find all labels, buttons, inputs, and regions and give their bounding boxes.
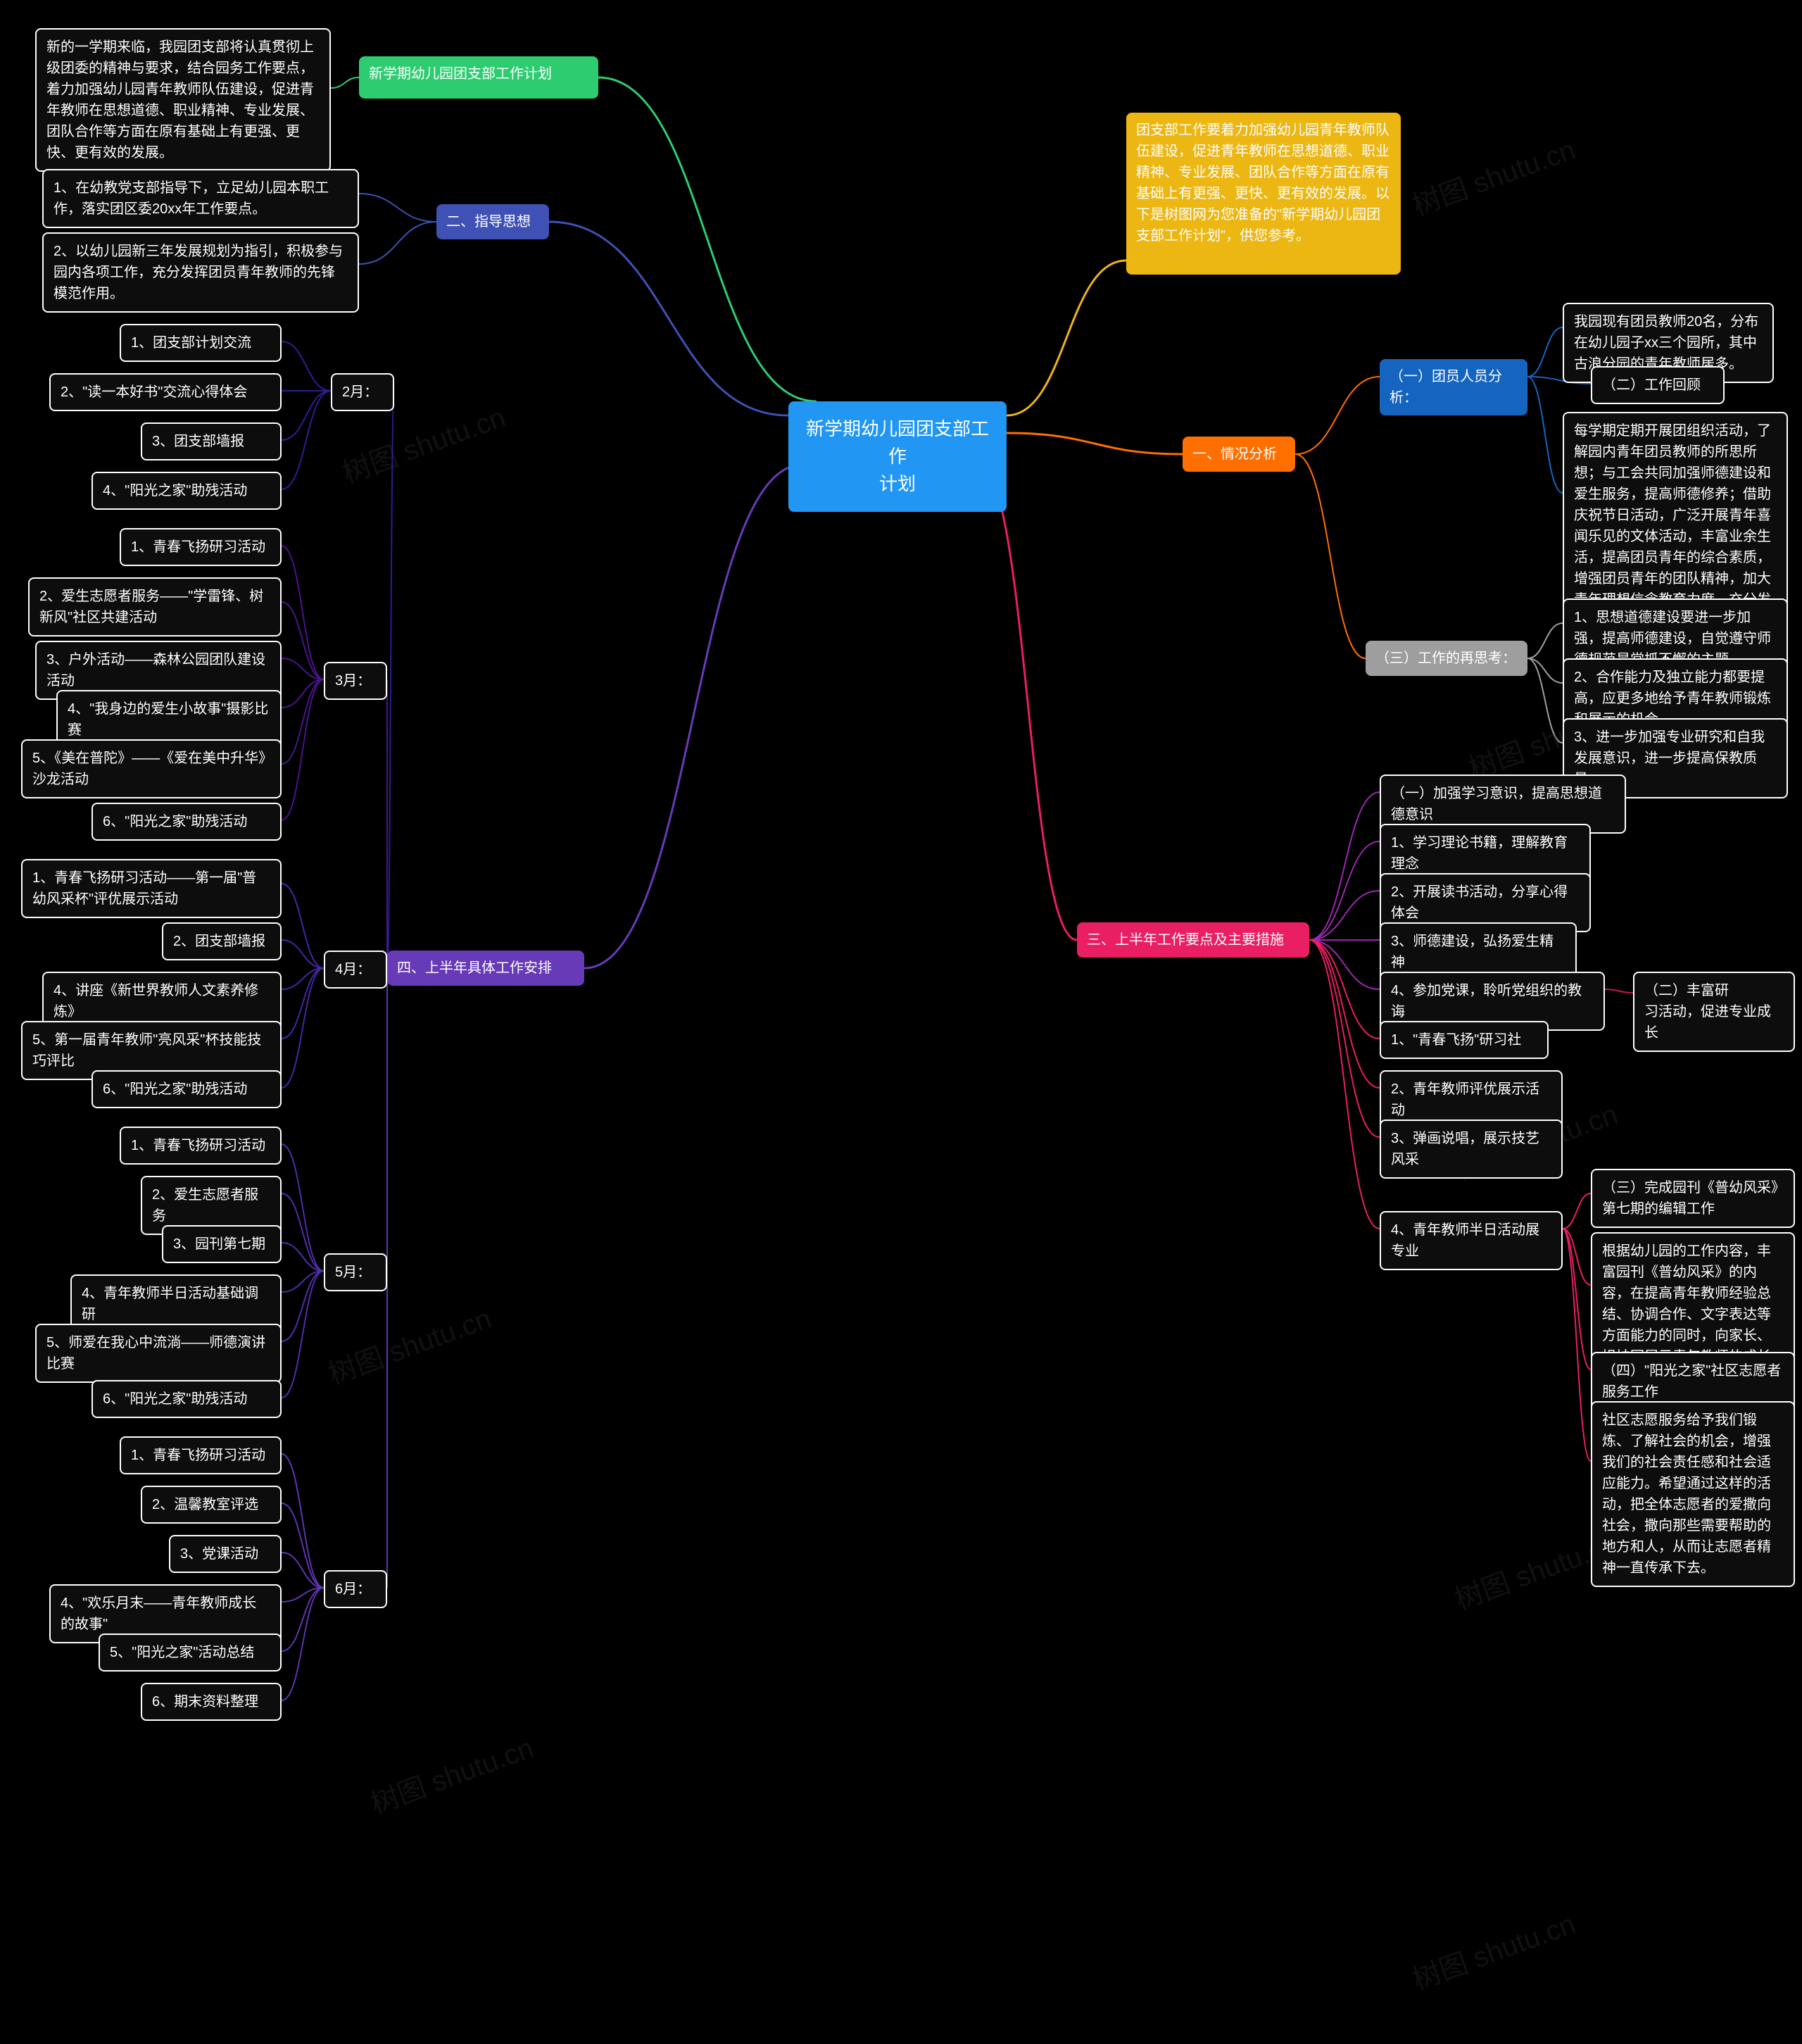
watermark: 树图 shutu.cn — [364, 1725, 538, 1822]
leaf: 3、弹画说唱，展示技艺风采 — [1380, 1120, 1563, 1179]
green-title: 新学期幼儿园团支部工作计划 — [359, 56, 598, 99]
leaf: 5月： — [324, 1253, 387, 1291]
leaf: 6、"阳光之家"助残活动 — [92, 1380, 282, 1418]
leaf: 社区志愿服务给予我们锻炼、了解社会的机会，增强我们的社会责任感和社会适应能力。希… — [1591, 1401, 1795, 1587]
leaf: （二）工作回顾 — [1591, 366, 1725, 404]
leaf: 2月： — [331, 373, 394, 411]
leaf: 4、"阳光之家"助残活动 — [92, 472, 282, 510]
watermark: 树图 shutu.cn — [1406, 127, 1580, 223]
leaf: 6、"阳光之家"助残活动 — [92, 803, 282, 841]
leaf: 2、温馨教室评选 — [141, 1486, 282, 1524]
mindmap-stage: 树图 shutu.cn 树图 shutu.cn 树图 shutu.cn 树图 shut… — [0, 0, 1802, 2044]
leaf: 1、青春飞扬研习活动 — [120, 528, 282, 566]
leaf: 6、期末资料整理 — [141, 1683, 282, 1721]
watermark: 树图 shutu.cn — [1406, 1901, 1580, 1998]
leaf: （三）完成园刊《普幼风采》第七期的编辑工作 — [1591, 1169, 1795, 1228]
leaf: 3、园刊第七期 — [162, 1225, 282, 1263]
section1: 一、情况分析 — [1183, 437, 1295, 472]
root-node: 新学期幼儿园团支部工作 计划 — [788, 401, 1007, 512]
leaf: 1、"青春飞扬"研习社 — [1380, 1021, 1549, 1059]
leaf: 4月： — [324, 951, 387, 989]
leaf: 5、《美在普陀》——《爱在美中升华》沙龙活动 — [21, 739, 282, 798]
leaf: 5、师爱在我心中流淌——师德演讲比赛 — [35, 1324, 282, 1383]
sec1-a: （一）团员人员分析： — [1380, 359, 1527, 415]
leaf: 2、"读一本好书"交流心得体会 — [49, 373, 282, 411]
leaf: 1、青春飞扬研习活动 — [120, 1127, 282, 1165]
leaf: 2、爱生志愿者服务——"学雷锋、树新风"社区共建活动 — [28, 577, 282, 637]
leaf: 5、"阳光之家"活动总结 — [99, 1634, 282, 1672]
leaf: 3、党课活动 — [169, 1535, 282, 1573]
leaf: 1、青春飞扬研习活动——第一届"普幼风采杯"评优展示活动 — [21, 859, 282, 918]
leaf: 3月： — [324, 662, 387, 700]
leaf: 6月： — [324, 1570, 387, 1608]
section2: 二、指导思想 — [436, 204, 549, 239]
leaf: 新的一学期来临，我园团支部将认真贯彻上级团委的精神与要求，结合园务工作要点，着力… — [35, 28, 331, 172]
leaf: 4、青年教师半日活动展专业 — [1380, 1211, 1563, 1270]
leaf: 3、团支部墙报 — [141, 422, 282, 460]
summary-node: 团支部工作要着力加强幼儿园青年教师队伍建设，促进青年教师在思想道德、职业精神、专… — [1126, 113, 1401, 275]
section3: 三、上半年工作要点及主要措施 — [1077, 922, 1309, 958]
leaf: 1、在幼教党支部指导下，立足幼儿园本职工作，落实团区委20xx年工作要点。 — [42, 169, 359, 228]
leaf: 1、团支部计划交流 — [120, 324, 282, 362]
watermark: 树图 shutu.cn — [322, 1296, 496, 1392]
leaf: 2、团支部墙报 — [162, 922, 282, 960]
leaf: 2、以幼儿园新三年发展规划为指引，积极参与园内各项工作，充分发挥团员青年教师的先… — [42, 232, 359, 313]
sec1-b: （三）工作的再思考： — [1366, 641, 1527, 676]
leaf: 1、青春飞扬研习活动 — [120, 1436, 282, 1474]
leaf: （二）丰富研 习活动，促进专业成长 — [1633, 972, 1795, 1052]
leaf: 6、"阳光之家"助残活动 — [92, 1070, 282, 1108]
section4: 四、上半年具体工作安排 — [387, 951, 584, 986]
